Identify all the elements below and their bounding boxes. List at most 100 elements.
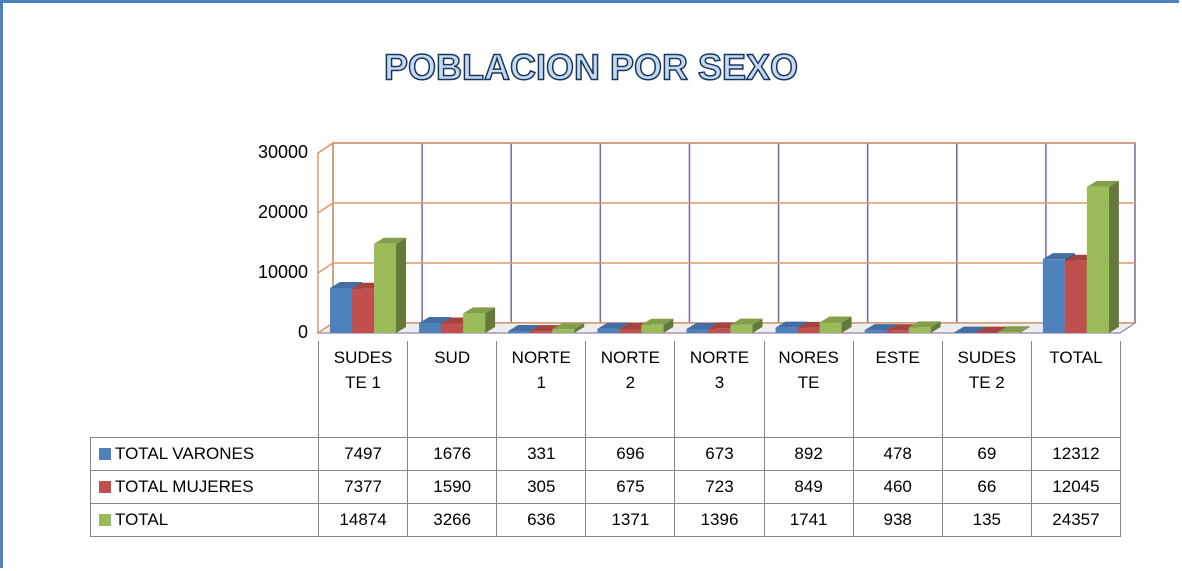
table-value: 460	[852, 470, 943, 504]
x-tick-label: ESTE	[852, 341, 943, 438]
table-value: 69	[941, 437, 1032, 471]
bar-top	[419, 316, 452, 323]
table-value: 135	[941, 503, 1032, 537]
bar-top	[775, 321, 808, 328]
chart-title: POBLACION POR SEXO	[384, 47, 798, 88]
x-tick-label: NORTE 2	[585, 341, 676, 438]
bar	[686, 328, 709, 333]
x-tick-label: SUD	[407, 341, 498, 438]
table-value: 1676	[407, 437, 498, 471]
x-tick-label: SUDESTE 1	[318, 341, 409, 438]
x-tick-label: NORTE 3	[674, 341, 765, 438]
bar	[374, 243, 396, 333]
table-value: 478	[852, 437, 943, 471]
bar	[730, 324, 753, 333]
table-value: 14874	[318, 503, 409, 537]
bar	[886, 330, 909, 333]
bar	[775, 327, 798, 333]
bar-top	[997, 326, 1030, 333]
table-value: 7377	[318, 470, 409, 504]
bar-top	[463, 307, 496, 314]
bar-side	[1108, 180, 1119, 333]
bar-top	[552, 323, 585, 330]
bar	[1086, 186, 1109, 333]
table-value: 24357	[1030, 503, 1121, 537]
table-value: 1590	[407, 470, 498, 504]
bar-top	[641, 318, 674, 325]
table-value: 675	[585, 470, 676, 504]
legend-entry: TOTAL VARONES	[90, 437, 319, 471]
bar-side	[1019, 326, 1030, 333]
legend-label: TOTAL MUJERES	[115, 477, 254, 496]
bar-side	[663, 318, 674, 333]
bar	[508, 331, 531, 333]
bar	[597, 328, 620, 333]
legend-label: TOTAL	[115, 510, 169, 529]
bar-top	[730, 318, 763, 325]
y-tick-label: 20000	[258, 202, 308, 222]
bar-side	[574, 323, 585, 333]
grid-line	[317, 262, 1135, 274]
table-value: 7497	[318, 437, 409, 471]
bar	[997, 332, 1020, 333]
bar-top	[953, 326, 986, 333]
bar	[1064, 260, 1087, 333]
bar-top	[908, 321, 941, 328]
bar	[1042, 259, 1065, 333]
bar	[419, 322, 442, 333]
bar-top	[330, 282, 362, 289]
grid-line	[317, 202, 1135, 214]
legend-swatch	[99, 514, 111, 526]
x-tick-label: TOTAL	[1030, 341, 1121, 438]
bar	[330, 288, 352, 333]
table-value: 66	[941, 470, 1032, 504]
x-tick-label: NORESTE	[763, 341, 854, 438]
back-wall	[332, 142, 1136, 324]
bar	[641, 324, 664, 333]
bar	[463, 313, 486, 333]
bar-top	[597, 322, 630, 329]
bar-top	[1086, 180, 1119, 187]
table-value: 636	[496, 503, 587, 537]
legend-label: TOTAL VARONES	[115, 444, 255, 463]
table-value: 1396	[674, 503, 765, 537]
table-value: 892	[763, 437, 854, 471]
legend-swatch	[99, 481, 111, 493]
legend-swatch	[99, 448, 111, 460]
grid-line	[317, 142, 1135, 154]
table-value: 723	[674, 470, 765, 504]
y-tick-label: 0	[298, 322, 308, 342]
bar-side	[485, 307, 496, 333]
table-value: 3266	[407, 503, 498, 537]
table-value: 331	[496, 437, 587, 471]
bar-top	[1042, 253, 1075, 260]
table-value: 12045	[1030, 470, 1121, 504]
y-tick-label: 30000	[258, 142, 308, 162]
legend-entry: TOTAL	[90, 503, 319, 537]
y-tick-label: 10000	[258, 262, 308, 282]
bar	[864, 330, 887, 333]
table-value: 305	[496, 470, 587, 504]
table-value: 1371	[585, 503, 676, 537]
bar-top	[864, 324, 897, 331]
legend-entry: TOTAL MUJERES	[90, 470, 319, 504]
bar-side	[930, 321, 941, 333]
bar	[352, 288, 374, 333]
bar-side	[841, 316, 852, 333]
x-tick-label: SUDESTE 2	[941, 341, 1032, 438]
table-value: 696	[585, 437, 676, 471]
bar	[552, 329, 575, 333]
bar	[797, 327, 820, 333]
bar	[908, 327, 931, 333]
table-value: 673	[674, 437, 765, 471]
table-value: 849	[763, 470, 854, 504]
bar-top	[819, 316, 852, 323]
bar	[530, 331, 553, 333]
bar-top	[374, 237, 406, 244]
bar	[819, 322, 842, 333]
bar-side	[396, 237, 406, 333]
table-value: 12312	[1030, 437, 1121, 471]
